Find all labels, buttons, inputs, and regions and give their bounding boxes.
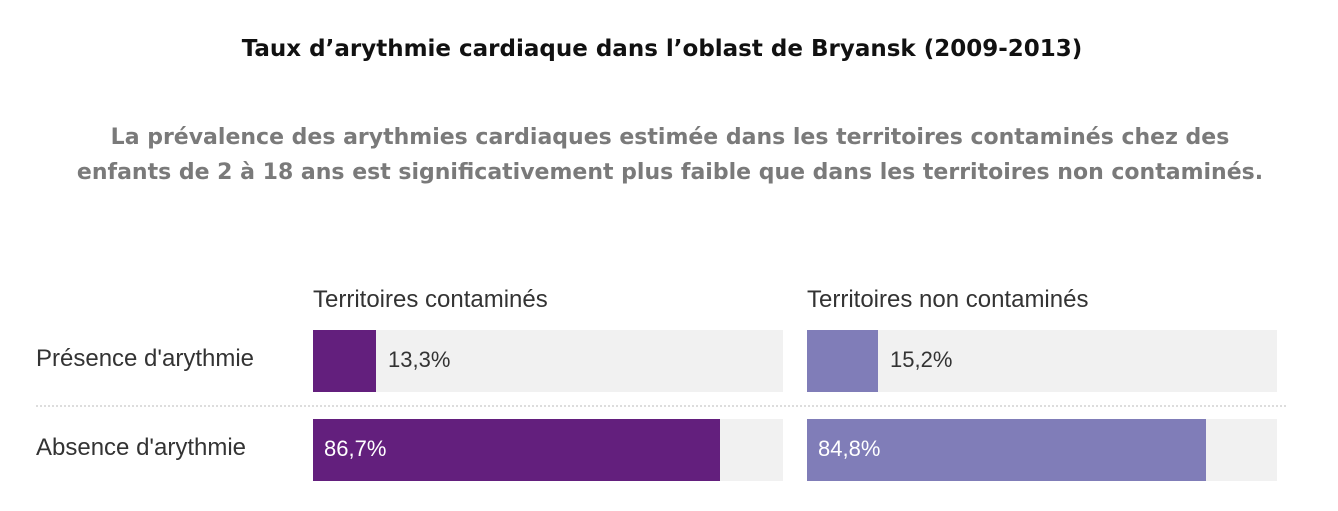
bar	[807, 330, 878, 392]
bar-value-label: 84,8%	[818, 436, 881, 461]
bar-track: 15,2%	[807, 330, 1277, 392]
bar-track: 86,7%	[313, 419, 783, 481]
bar-value-label: 15,2%	[890, 347, 953, 372]
column-header-non-contaminated: Territoires non contaminés	[807, 286, 1089, 313]
bar	[807, 419, 1206, 481]
bar-track: 13,3%	[313, 330, 783, 392]
row-separator	[36, 405, 1286, 407]
column-header-contaminated: Territoires contaminés	[313, 286, 548, 313]
bar	[313, 330, 376, 392]
chart-title: Taux d’arythmie cardiaque dans l’oblast …	[241, 36, 1083, 62]
bar-value-label: 86,7%	[324, 436, 387, 461]
row-label-presence: Présence d'arythmie	[36, 345, 255, 372]
subtitle-line: La prévalence des arythmies cardiaques e…	[110, 125, 1230, 150]
bar-track: 84,8%	[807, 419, 1277, 481]
bar	[313, 419, 720, 481]
bar-value-label: 13,3%	[388, 347, 451, 372]
row-label-absence: Absence d'arythmie	[36, 434, 247, 461]
chart-subtitle: La prévalence des arythmies cardiaques e…	[20, 120, 1320, 190]
subtitle-line: enfants de 2 à 18 ans est significativem…	[76, 160, 1264, 185]
